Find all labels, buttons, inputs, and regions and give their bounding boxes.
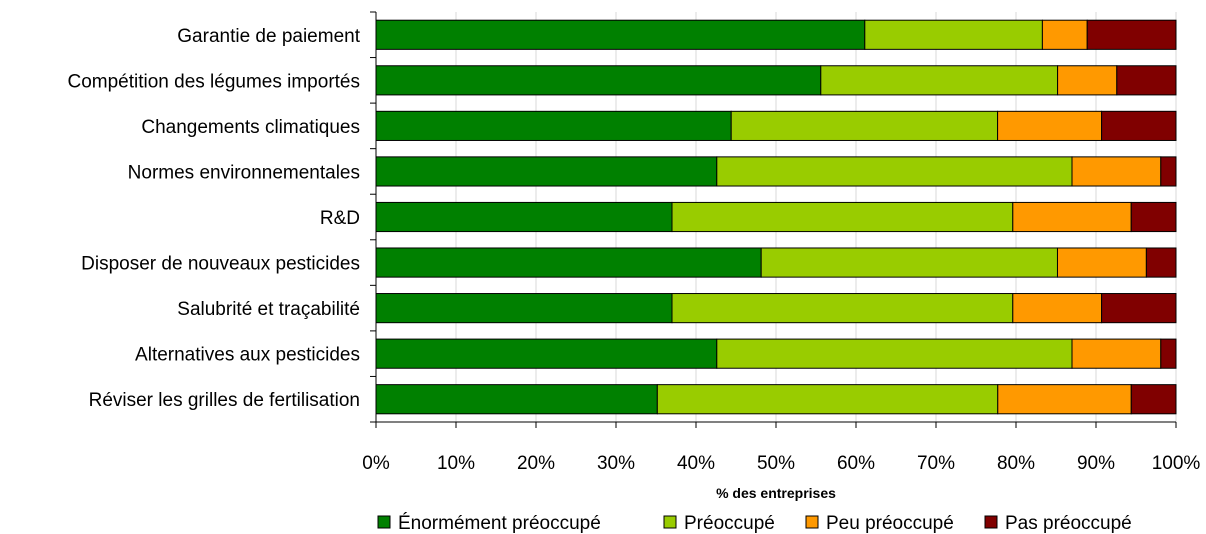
bar-segment-7-3 [1012, 293, 1103, 324]
x-tick-label: 80% [997, 453, 1035, 474]
bar-segment-2-3 [1057, 65, 1118, 96]
bar-segment-2-2 [820, 65, 1059, 96]
category-label: Disposer de nouveaux pesticides [81, 254, 360, 275]
bar-segment-8-1 [375, 338, 718, 369]
category-label: Réviser les grilles de fertilisation [89, 390, 360, 411]
bar-segment-3-3 [997, 110, 1103, 141]
bar-segment-5-3 [1012, 201, 1132, 233]
bar-segment-4-2 [716, 156, 1073, 187]
x-tick-labels: 0% 10% 20% 30% 40% 50% 60% 70% 80% 90% 100% [362, 453, 1200, 474]
category-label: Normes environnementales [128, 162, 360, 183]
bars [375, 19, 1177, 415]
category-label: Changements climatiques [141, 117, 360, 138]
legend-swatch [805, 515, 819, 529]
bar-segment-4-3 [1071, 156, 1162, 187]
bar-segment-9-3 [997, 384, 1132, 415]
bar-segment-8-4 [1160, 338, 1177, 369]
category-label: Salubrité et traçabilité [177, 299, 360, 320]
bar-segment-4-4 [1160, 156, 1177, 187]
bar-segment-7-2 [671, 293, 1014, 324]
axes [370, 11, 1177, 428]
bar-segment-6-3 [1056, 247, 1147, 278]
x-tick-label: 60% [837, 453, 875, 474]
bar-segment-1-4 [1086, 19, 1177, 50]
bar-segment-1-1 [375, 19, 866, 50]
category-label: Compétition des légumes importés [67, 71, 360, 92]
bar-segment-1-2 [864, 19, 1043, 50]
bar-segment-9-1 [375, 384, 658, 415]
x-tick-label: 30% [597, 453, 635, 474]
bar-segment-3-1 [375, 110, 732, 141]
bar-segment-1-3 [1041, 19, 1088, 50]
bar-segment-8-2 [716, 338, 1073, 369]
bar-segment-5-2 [671, 201, 1014, 233]
bar-segment-2-1 [375, 65, 822, 96]
x-tick-label: 50% [757, 453, 795, 474]
category-label: Alternatives aux pesticides [135, 345, 360, 366]
legend: Énormément préoccupé Préoccupé Peu préoccu… [377, 513, 1132, 534]
legend-label: Peu préoccupé [826, 513, 954, 534]
legend-swatch [377, 515, 391, 529]
bar-segment-9-2 [656, 384, 999, 415]
bar-segment-5-1 [375, 201, 673, 233]
x-tick-label: 40% [677, 453, 715, 474]
legend-swatch [663, 515, 677, 529]
bar-segment-3-4 [1101, 110, 1177, 141]
x-tick-label: 70% [917, 453, 955, 474]
legend-label: Préoccupé [684, 513, 775, 534]
bar-segment-3-2 [730, 110, 999, 141]
x-tick-label: 20% [517, 453, 555, 474]
legend-label: Énormément préoccupé [398, 513, 601, 534]
bar-segment-6-1 [375, 247, 762, 278]
category-label: R&D [320, 208, 360, 229]
bar-segment-6-4 [1145, 247, 1177, 278]
x-tick-label: 100% [1152, 453, 1201, 474]
legend-swatch [984, 515, 998, 529]
bar-segment-7-1 [375, 293, 673, 324]
bar-segment-7-4 [1101, 293, 1177, 324]
category-label: Garantie de paiement [177, 26, 360, 47]
bar-segment-2-4 [1116, 65, 1177, 96]
x-tick-label: 10% [437, 453, 475, 474]
x-tick-label: 90% [1077, 453, 1115, 474]
bar-segment-4-1 [375, 156, 718, 187]
category-labels: Garantie de paiement Compétition des légu… [67, 26, 360, 411]
x-tick-label: 0% [362, 453, 390, 474]
bar-segment-6-2 [760, 247, 1058, 278]
bar-segment-8-3 [1071, 338, 1162, 369]
x-axis-title: % des entreprises [716, 485, 836, 501]
legend-label: Pas préoccupé [1005, 513, 1132, 534]
bar-segment-5-4 [1130, 201, 1177, 233]
bar-segment-9-4 [1130, 384, 1177, 415]
